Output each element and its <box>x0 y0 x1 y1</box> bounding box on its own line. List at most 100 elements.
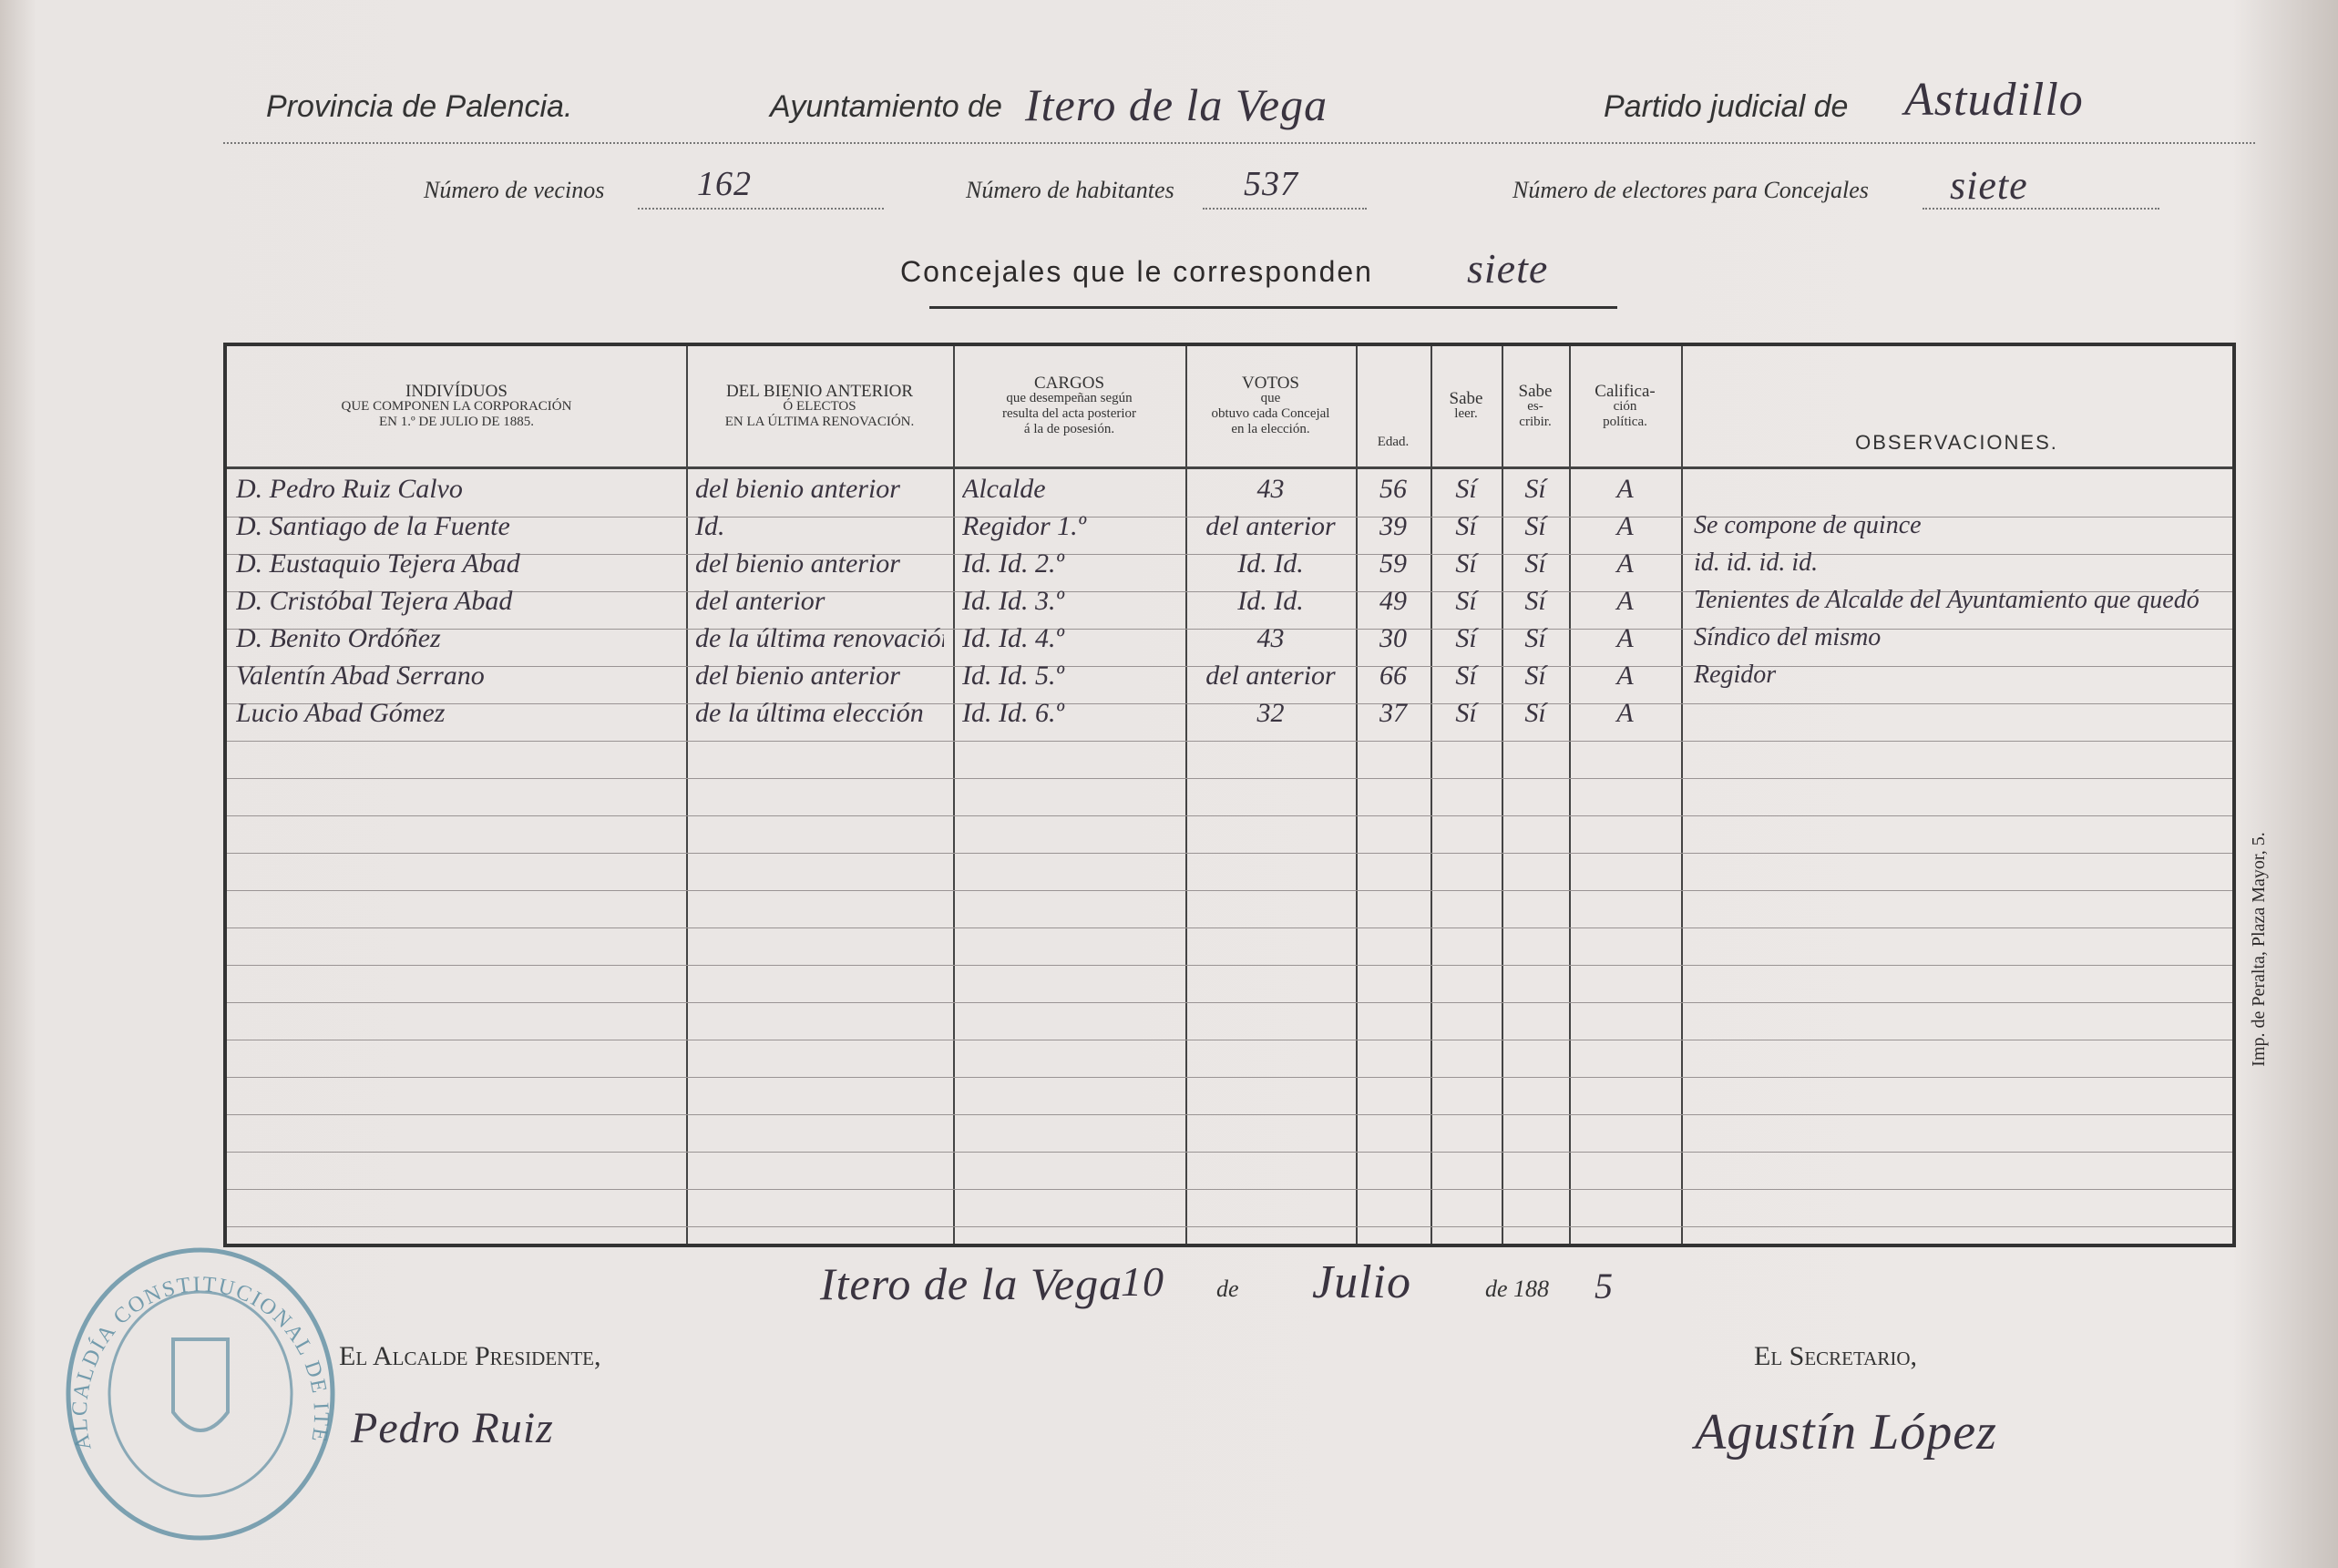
column-header-line: Ó ELECTOS <box>783 398 856 414</box>
table-cell: A <box>1616 511 1634 541</box>
table-cell: A <box>1616 548 1634 579</box>
table-cell: del bienio anterior <box>695 661 900 691</box>
table-cell: de la última renovación <box>695 623 944 653</box>
electores-label: Número de electores para Concejales <box>1513 177 1869 203</box>
table-cell: 43 <box>1256 474 1285 504</box>
column-header: Sabe leer. <box>1430 346 1502 466</box>
column-header-line: Califica- <box>1595 381 1656 401</box>
column-header: CARGOS que desempeñan según resulta del ac… <box>953 346 1185 466</box>
table-cell: 49 <box>1379 586 1407 616</box>
date-de: de <box>1216 1276 1239 1302</box>
table-cell: 56 <box>1379 474 1407 504</box>
table-cell: Regidor 1.º <box>962 511 1086 541</box>
column-header-line: Sabe <box>1449 389 1483 408</box>
table-cell: Lucio Abad Gómez <box>236 698 446 728</box>
ruled-line <box>227 927 2232 928</box>
column-rule <box>953 346 955 1244</box>
table-cell: A <box>1616 661 1634 691</box>
ruled-line <box>227 1077 2232 1078</box>
ruled-line <box>227 1226 2232 1227</box>
date-place: Itero de la Vega <box>820 1258 1123 1309</box>
column-rule <box>1681 346 1683 1244</box>
date-day: 10 <box>1121 1258 1164 1305</box>
table-cell: D. Cristóbal Tejera Abad <box>236 586 513 616</box>
column-header-line: que <box>1260 391 1281 405</box>
table-cell: Sí <box>1455 698 1477 728</box>
table-cell: Sí <box>1524 698 1546 728</box>
ruled-line <box>227 1152 2232 1153</box>
column-rule <box>1502 346 1503 1244</box>
table-cell: Sí <box>1524 661 1546 691</box>
column-header-line: que desempeñan según <box>1006 391 1133 405</box>
observation: Regidor <box>1694 661 1777 689</box>
table-cell: Sí <box>1455 548 1477 579</box>
table-cell: del anterior <box>695 586 825 616</box>
svg-text:ALCALDÍA CONSTITUCIONAL DE ITE: ALCALDÍA CONSTITUCIONAL DE ITERO DE LA V… <box>55 1239 333 1452</box>
table-cell: D. Eustaquio Tejera Abad <box>236 548 520 579</box>
column-header-line: en la elección. <box>1231 422 1310 436</box>
table-cell: Id. Id. 5.º <box>962 661 1064 691</box>
observation: Tenientes de Alcalde del Ayuntamiento qu… <box>1694 586 2200 614</box>
table-cell: Valentín Abad Serrano <box>236 661 485 691</box>
ayuntamiento-label: Ayuntamiento de <box>770 89 1002 124</box>
rule <box>1923 208 2159 210</box>
column-header: DEL BIENIO ANTERIOR Ó ELECTOS EN LA ÚLTIMA… <box>686 346 953 466</box>
stamp: ALCALDÍA CONSTITUCIONAL DE ITERO DE LA V… <box>55 1239 335 1541</box>
table-cell: D. Pedro Ruiz Calvo <box>236 474 463 504</box>
table-cell: Sí <box>1455 586 1477 616</box>
alcalde-label: El Alcalde Presidente, <box>339 1341 601 1371</box>
table-cell: Id. Id. 6.º <box>962 698 1064 728</box>
column-header-line: QUE COMPONEN LA CORPORACIÓN <box>341 398 572 414</box>
provincia: Provincia de Palencia. <box>266 89 573 124</box>
table-cell: Sí <box>1524 474 1546 504</box>
ruled-line <box>227 741 2232 742</box>
ruled-line <box>227 591 2232 592</box>
rule <box>1203 208 1367 210</box>
table-cell: Alcalde <box>962 474 1046 504</box>
column-header-line: política. <box>1603 414 1647 429</box>
column-header-line: EN 1.º DE JULIO DE 1885. <box>378 414 535 429</box>
rule <box>223 142 2255 144</box>
column-rule <box>1430 346 1432 1244</box>
table-cell: Sí <box>1455 623 1477 653</box>
column-header-line: obtuvo cada Concejal <box>1211 406 1330 421</box>
table-cell: Sí <box>1455 474 1477 504</box>
column-header-line: OBSERVACIONES. <box>1855 431 2058 454</box>
ruled-line <box>227 629 2232 630</box>
column-header-line: CARGOS <box>1033 374 1105 393</box>
column-header-line: DEL BIENIO ANTERIOR <box>725 381 914 401</box>
column-header-line: Edad. <box>1377 435 1410 449</box>
table-cell: Sí <box>1524 623 1546 653</box>
table-cell: Id. Id. 4.º <box>962 623 1064 653</box>
concejales-label: Concejales que le corresponden <box>900 255 1373 288</box>
ruled-line <box>227 1189 2232 1190</box>
column-header: INDIVÍDUOS QUE COMPONEN LA CORPORACIÓN EN … <box>227 346 686 466</box>
column-header-line: á la de posesión. <box>1023 422 1115 436</box>
table-cell: Sí <box>1524 586 1546 616</box>
table-cell: del anterior <box>1205 661 1336 691</box>
observation: Se compone de quince <box>1694 511 1922 539</box>
column-header: OBSERVACIONES. <box>1681 346 2232 466</box>
date-month: Julio <box>1312 1256 1411 1308</box>
table-cell: 43 <box>1256 623 1285 653</box>
table-cell: Sí <box>1455 511 1477 541</box>
vecinos-value: 162 <box>697 165 752 203</box>
table-cell: Sí <box>1524 548 1546 579</box>
concejales-value: siete <box>1467 245 1549 292</box>
column-header: Edad. <box>1356 346 1430 466</box>
partido-value: Astudillo <box>1904 74 2084 126</box>
secretario-label: El Secretario, <box>1754 1341 1917 1371</box>
column-rule <box>686 346 688 1244</box>
column-header-line: EN LA ÚLTIMA RENOVACIÓN. <box>724 414 915 429</box>
table-cell: A <box>1616 623 1634 653</box>
table-cell: Id. Id. <box>1237 586 1304 616</box>
header-rule <box>227 466 2232 469</box>
column-header-line: INDIVÍDUOS <box>405 381 508 401</box>
table-cell: del bienio anterior <box>695 474 900 504</box>
ruled-line <box>227 1002 2232 1003</box>
column-header-line: VOTOS <box>1242 374 1299 393</box>
table-cell: Id. <box>695 511 725 541</box>
ayuntamiento-value: Itero de la Vega <box>1025 79 1328 130</box>
electores-value: siete <box>1950 163 2028 208</box>
